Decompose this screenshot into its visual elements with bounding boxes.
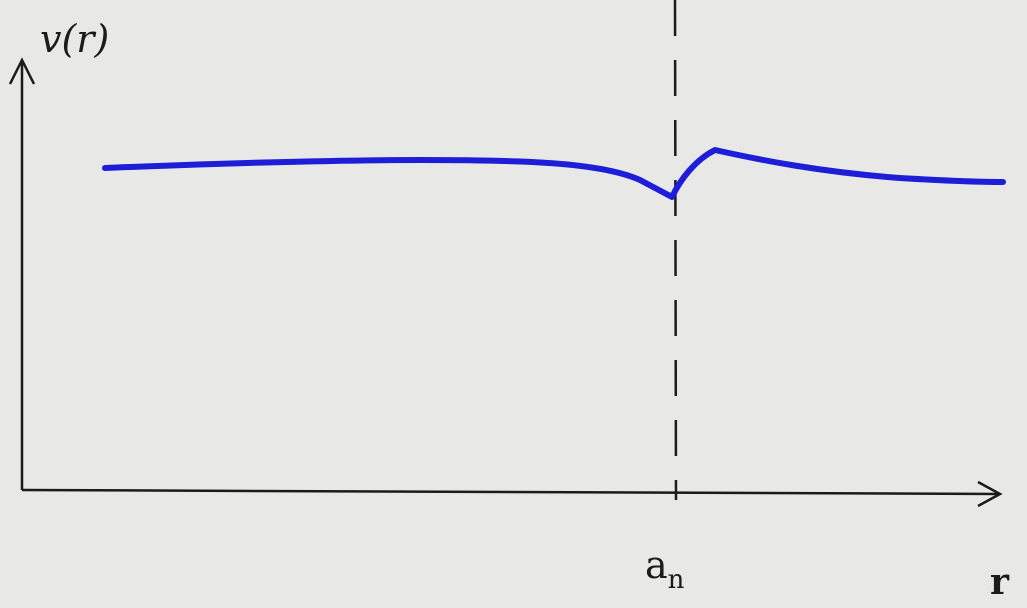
marker-subscript: n [668,565,685,595]
x-axis-label: r [990,561,1010,603]
y-axis-label: v(r) [40,17,109,61]
paper [0,0,1027,608]
marker-base: a [645,543,668,587]
marker-line [675,0,676,500]
page: v(r) r an (() => { const data = JSON.par… [0,0,1027,608]
diagram: v(r) r an [0,0,1027,608]
